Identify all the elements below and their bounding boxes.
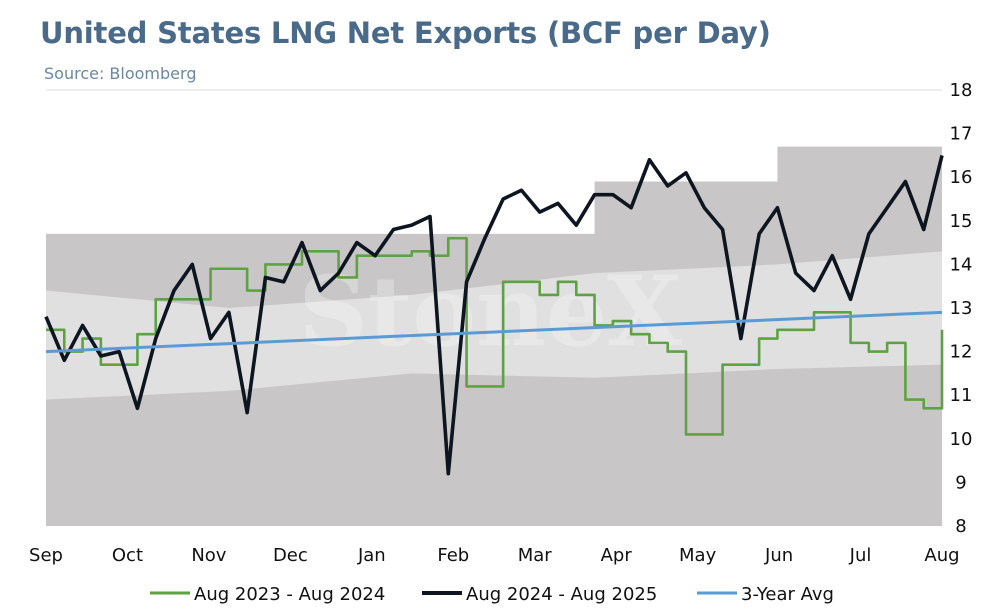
x-tick-label: Apr <box>601 545 633 566</box>
legend-label: Aug 2024 - Aug 2025 <box>466 584 657 605</box>
y-tick-label: 10 <box>950 429 973 450</box>
y-tick-label: 13 <box>950 298 973 319</box>
x-tick-label: Jun <box>764 545 793 566</box>
x-tick-label: Sep <box>29 545 63 566</box>
y-tick-label: 16 <box>950 167 973 188</box>
x-tick-label: Aug <box>924 545 959 566</box>
x-tick-label: May <box>679 545 717 566</box>
y-tick-label: 18 <box>950 80 973 101</box>
x-tick-label: Mar <box>518 545 553 566</box>
x-tick-label: Oct <box>112 545 143 566</box>
x-tick-label: Jan <box>357 545 386 566</box>
x-tick-label: Feb <box>437 545 469 566</box>
chart-title: United States LNG Net Exports (BCF per D… <box>40 16 771 50</box>
y-tick-label: 17 <box>950 124 973 145</box>
legend-label: 3-Year Avg <box>741 584 834 605</box>
legend-label: Aug 2023 - Aug 2024 <box>194 584 385 605</box>
x-tick-label: Jul <box>849 545 872 566</box>
y-tick-label: 15 <box>950 211 973 232</box>
x-tick-label: Nov <box>191 545 226 566</box>
x-tick-label: Dec <box>273 545 308 566</box>
y-tick-label: 11 <box>950 385 973 406</box>
watermark-text: StoneX <box>298 255 682 368</box>
y-tick-label: 9 <box>955 472 966 493</box>
y-tick-label: 12 <box>950 342 973 363</box>
inner-band <box>46 251 942 400</box>
series-aug-2024-2025 <box>44 154 944 476</box>
chart-source: Source: Bloomberg <box>44 64 197 83</box>
series-3-year-avg <box>45 310 943 354</box>
series-aug-2023-2024 <box>46 236 944 436</box>
y-tick-label: 8 <box>955 516 966 537</box>
y-tick-label: 14 <box>950 254 973 275</box>
